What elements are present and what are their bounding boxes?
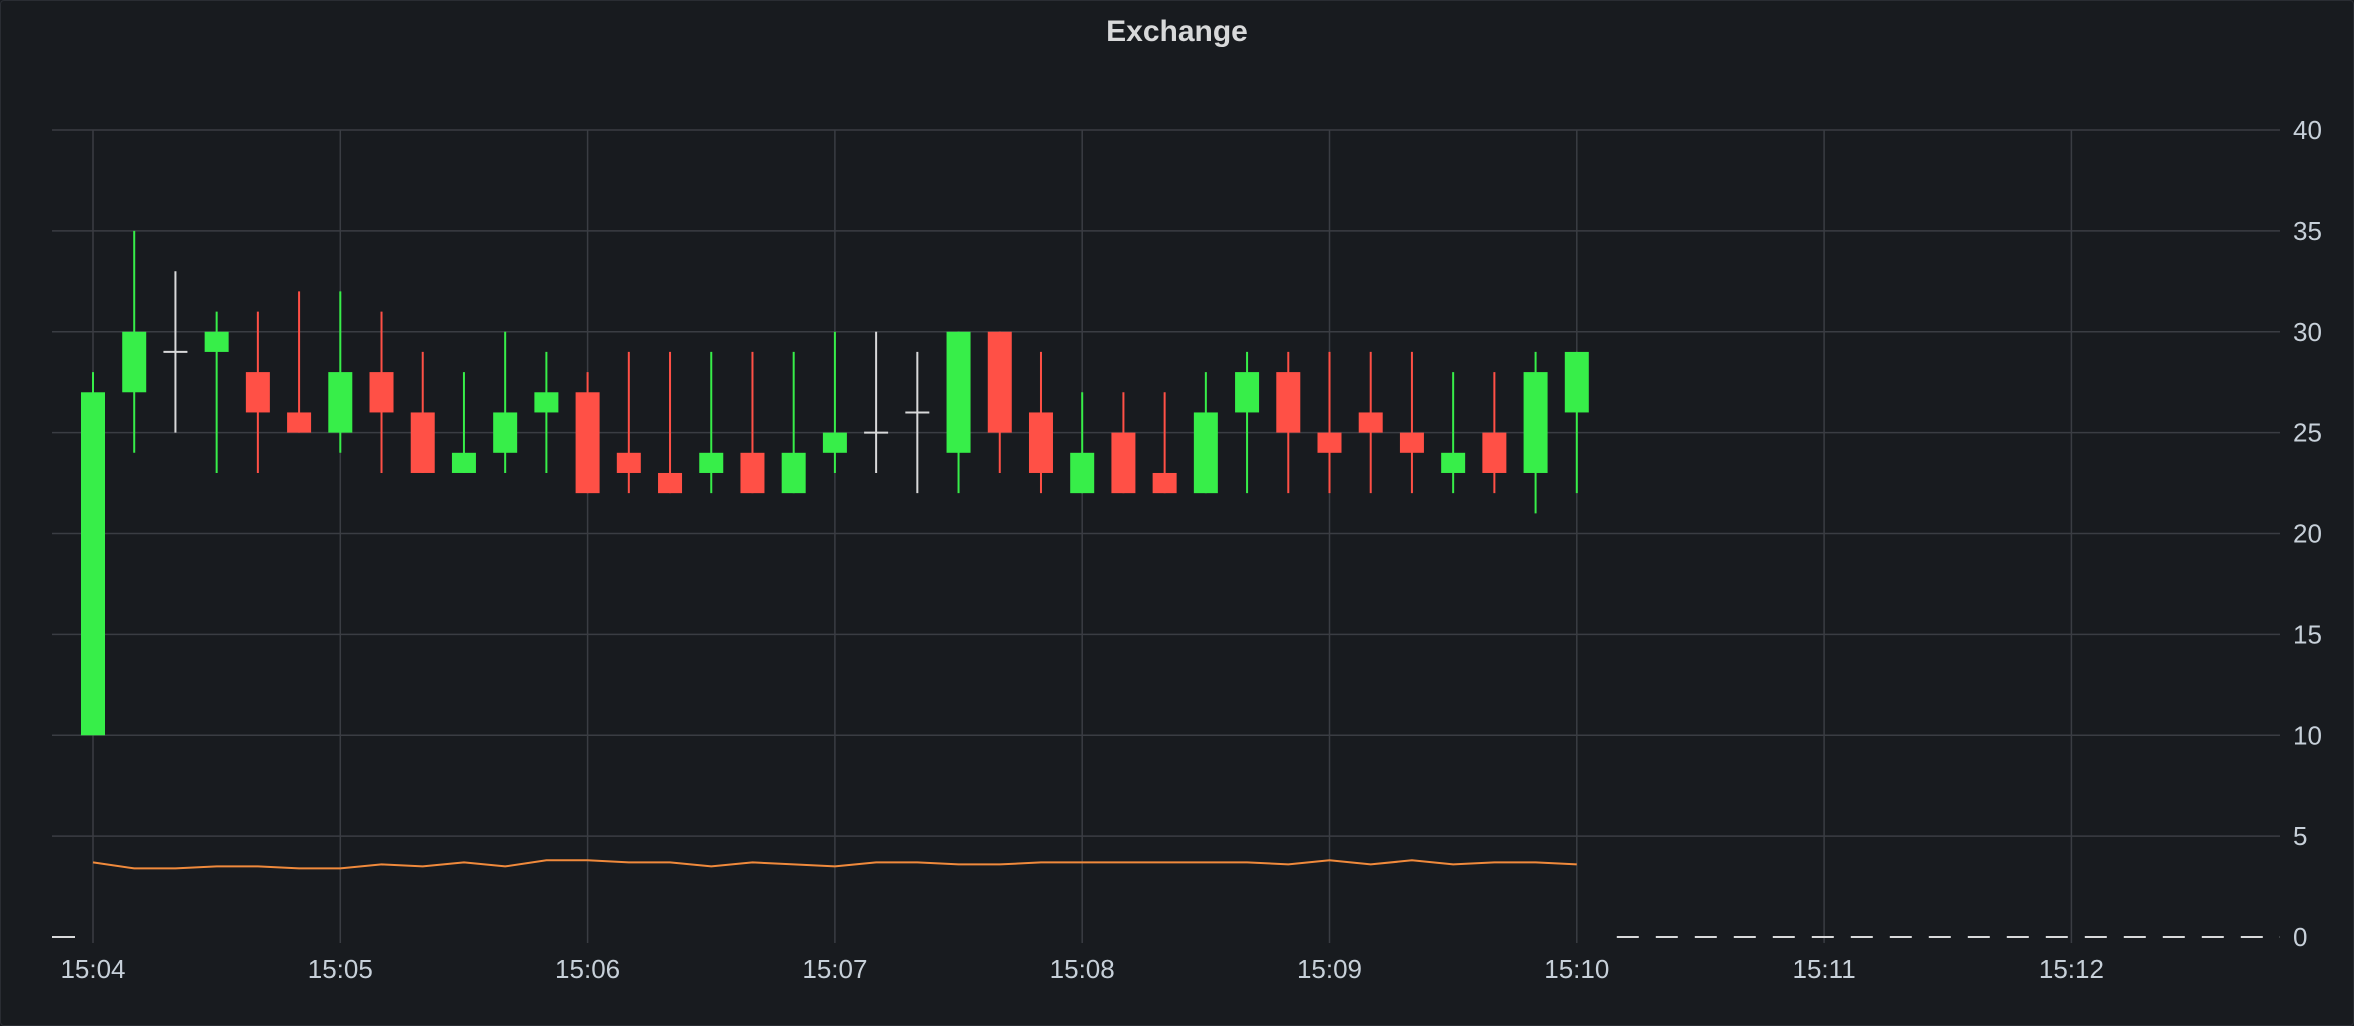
x-tick-label: 15:10 xyxy=(1544,954,1609,984)
candle-body xyxy=(1070,452,1095,494)
candle-body xyxy=(493,412,518,453)
candle-body xyxy=(81,392,105,736)
x-tick-label: 15:06 xyxy=(555,954,620,984)
x-tick-label: 15:07 xyxy=(802,954,867,984)
candle-body xyxy=(287,412,312,433)
candle-body xyxy=(1399,432,1424,453)
candle-body xyxy=(699,452,724,473)
candle-body xyxy=(616,452,641,473)
y-tick-label: 20 xyxy=(2293,519,2322,549)
candle-body xyxy=(122,331,147,393)
candle-body xyxy=(1482,432,1507,473)
candle-body xyxy=(1358,412,1383,433)
y-tick-label: 35 xyxy=(2293,216,2322,246)
candle-body xyxy=(781,452,806,494)
panel-title: Exchange xyxy=(1106,15,1248,48)
candle-body xyxy=(575,392,600,494)
candle-body xyxy=(1235,372,1260,413)
y-tick-label: 25 xyxy=(2293,418,2322,448)
candle-body xyxy=(328,372,353,433)
candle-body xyxy=(1276,372,1301,433)
candle-body xyxy=(1523,372,1548,473)
candle-body xyxy=(534,392,559,413)
y-tick-label: 15 xyxy=(2293,619,2322,649)
candle-body xyxy=(245,372,270,413)
candle-body xyxy=(1028,412,1053,473)
x-tick-label: 15:05 xyxy=(308,954,373,984)
x-tick-label: 15:08 xyxy=(1050,954,1115,984)
candle-body xyxy=(1193,412,1218,494)
x-tick-label: 15:04 xyxy=(60,954,125,984)
candle-body xyxy=(740,452,765,494)
candle-body xyxy=(1111,432,1136,494)
candle-body xyxy=(1317,432,1342,453)
x-tick-label: 15:09 xyxy=(1297,954,1362,984)
y-tick-label: 40 xyxy=(2293,115,2322,145)
candle-body xyxy=(451,452,476,473)
candle-body xyxy=(987,331,1012,433)
y-tick-label: 10 xyxy=(2293,720,2322,750)
candle-body xyxy=(369,372,394,413)
candle-body xyxy=(1152,472,1177,494)
x-tick-label: 15:11 xyxy=(1793,954,1856,984)
candle-body xyxy=(946,331,971,453)
candle-body xyxy=(1441,452,1466,473)
y-tick-label: 0 xyxy=(2293,922,2307,952)
series-line xyxy=(92,859,1577,870)
candle-body xyxy=(410,412,435,473)
candle-body xyxy=(1564,351,1589,413)
candle-body xyxy=(822,432,847,453)
candle-body xyxy=(204,331,229,352)
x-tick-label: 15:12 xyxy=(2039,954,2104,984)
candle-body xyxy=(658,472,683,494)
y-tick-label: 5 xyxy=(2293,821,2307,851)
y-tick-label: 30 xyxy=(2293,317,2322,347)
